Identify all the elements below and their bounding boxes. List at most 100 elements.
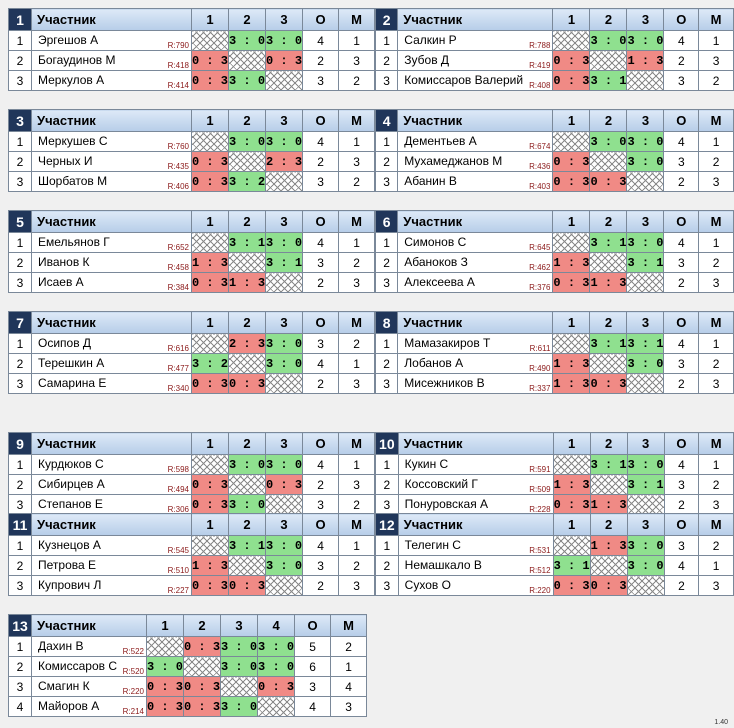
self-match-cell [552,30,591,51]
participant-header: Участник [31,432,192,455]
opponent-column-header: 1 [552,311,591,334]
player-name[interactable]: Сухов О [404,578,451,592]
player-name[interactable]: Телегин С [404,538,461,552]
player-number: 2 [8,555,32,576]
player-name[interactable]: Салкин Р [404,33,457,47]
player-name[interactable]: Алексеева А [404,275,475,289]
player-name-cell: Богаудинов М R:418 [31,50,192,71]
player-rating: R:611 [529,344,551,353]
opponent-column-header: 3 [626,513,665,536]
player-points: 2 [663,575,700,596]
match-result-loss: 0 : 3 [265,50,304,71]
match-result-loss: 2 : 3 [228,333,267,354]
player-name[interactable]: Богаудинов М [38,53,116,67]
player-name-cell: Лобанов А R:490 [397,353,554,374]
match-result-win: 3 : 0 [626,353,665,374]
group-number: 3 [8,109,32,132]
player-name[interactable]: Дементьев А [404,134,477,148]
player-name[interactable]: Коссовский Г [404,477,478,491]
player-number: 3 [8,373,32,394]
place-header: М [698,210,734,233]
player-name[interactable]: Дахин В [38,639,84,653]
player-name[interactable]: Осипов Д [38,336,92,350]
player-name[interactable]: Меркушев С [38,134,108,148]
player-name[interactable]: Абанин В [404,174,457,188]
player-name[interactable]: Емельянов Г [38,235,110,249]
points-header: О [302,513,340,536]
player-place: 3 [698,50,734,71]
player-name[interactable]: Шорбатов М [38,174,108,188]
self-match-cell [145,636,185,657]
player-name[interactable]: Сибирцев А [38,477,105,491]
opponent-column-header: 1 [552,432,591,455]
player-number: 2 [375,474,399,495]
player-place: 4 [330,676,368,697]
match-result-win: 3 : 0 [228,30,267,51]
player-name[interactable]: Терешкин А [38,356,105,370]
player-rating: R:674 [529,142,551,151]
player-points: 4 [302,232,340,253]
match-result-win: 3 : 0 [265,353,304,374]
player-name[interactable]: Исаев А [38,275,84,289]
player-name[interactable]: Лобанов А [404,356,464,370]
match-result-win: 3 : 1 [265,252,304,273]
player-number: 1 [8,454,32,475]
player-name[interactable]: Мухамеджанов М [404,154,503,168]
player-rating: R:406 [167,182,189,191]
player-name[interactable]: Степанов Е [38,497,103,511]
player-rating: R:522 [122,647,144,656]
player-name-cell: Салкин Р R:788 [397,30,554,51]
player-name-cell: Петрова Е R:510 [31,555,192,576]
match-result-loss: 0 : 3 [183,636,222,657]
player-name[interactable]: Зубов Д [404,53,450,67]
player-name[interactable]: Комиссаров Валерий [404,73,524,87]
player-name[interactable]: Петрова Е [38,558,96,572]
player-name[interactable]: Кукин С [404,457,449,471]
self-match-cell [228,474,267,495]
match-result-loss: 1 : 3 [626,50,665,71]
player-name[interactable]: Майоров А [38,699,100,713]
player-name[interactable]: Кузнецов А [38,538,101,552]
self-match-cell [552,535,591,556]
opponent-column-header: 1 [552,210,591,233]
match-result-win: 3 : 0 [257,636,296,657]
player-place: 3 [698,171,734,192]
player-name[interactable]: Понуровская А [404,497,489,511]
player-name[interactable]: Самарина Е [38,376,107,390]
opponent-column-header: 1 [190,311,230,334]
player-name[interactable]: Мамазакиров Т [404,336,491,350]
player-number: 3 [374,272,399,293]
player-name[interactable]: Симонов С [404,235,467,249]
place-header: М [698,513,734,536]
player-number: 1 [374,131,399,152]
player-name-cell: Коссовский Г R:509 [397,474,554,495]
opponent-column-header: 2 [228,432,267,455]
player-name[interactable]: Абаноков З [404,255,468,269]
player-name[interactable]: Смагин К [38,679,90,693]
player-points: 4 [302,454,340,475]
player-rating: R:214 [122,707,144,716]
group-number: 8 [374,311,399,334]
player-name[interactable]: Мисежников В [404,376,485,390]
player-name[interactable]: Немашкало В [404,558,482,572]
match-result-win: 3 : 0 [265,535,304,556]
self-match-cell [190,333,230,354]
player-rating: R:418 [167,61,189,70]
player-points: 6 [294,656,332,677]
player-points: 2 [302,272,340,293]
player-name[interactable]: Черных И [38,154,93,168]
player-points: 3 [302,252,340,273]
player-name[interactable]: Иванов К [38,255,90,269]
player-name[interactable]: Купрович Л [38,578,102,592]
player-name[interactable]: Меркулов А [38,73,105,87]
player-name[interactable]: Курдюков С [38,457,104,471]
player-name[interactable]: Эргешов А [38,33,99,47]
player-name[interactable]: Комиссаров С [38,659,118,673]
